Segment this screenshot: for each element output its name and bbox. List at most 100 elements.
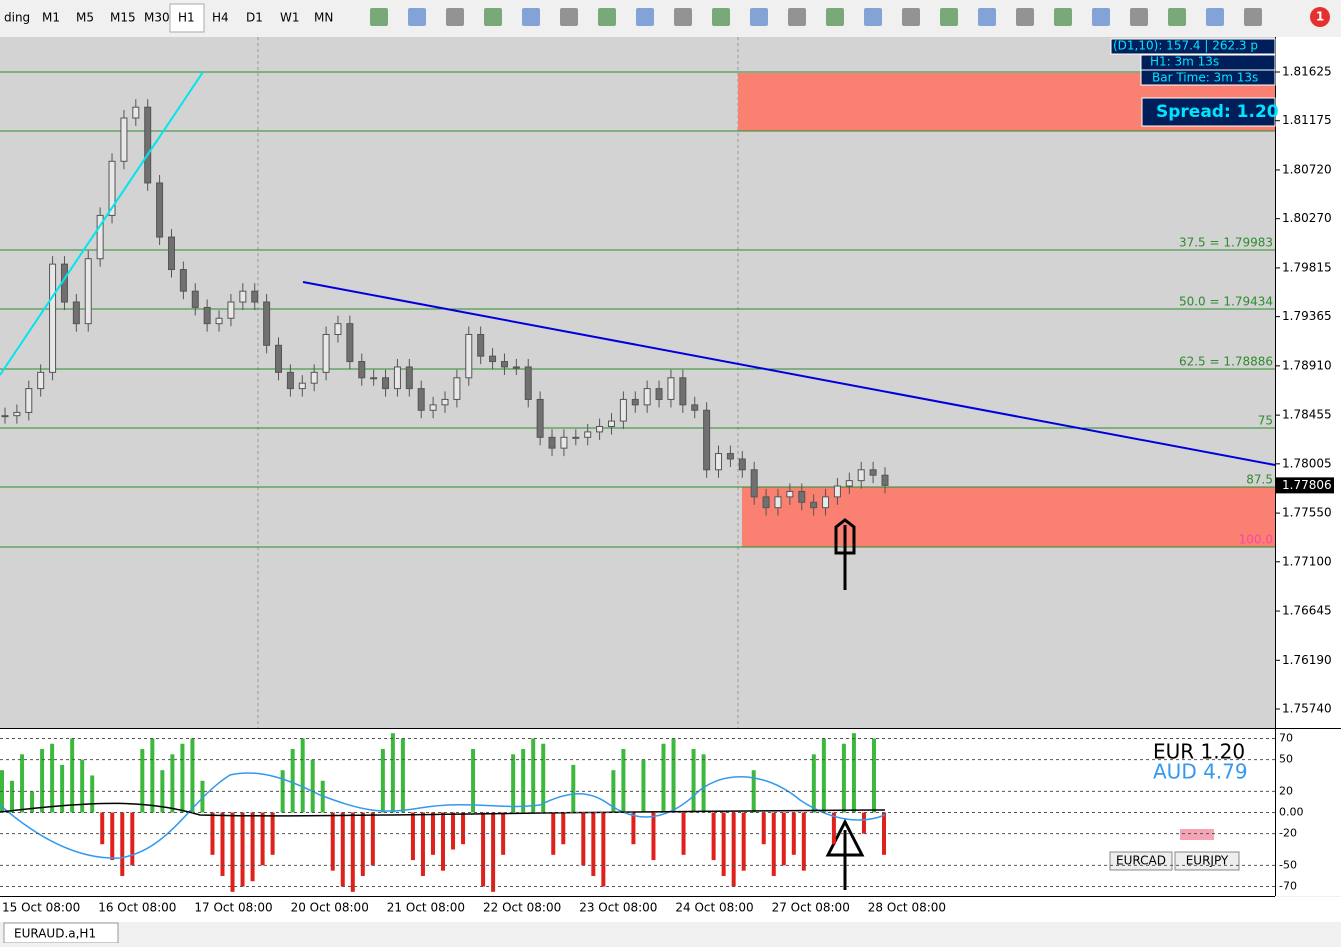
candle [96,214,104,260]
histogram-bar [10,780,15,813]
tool-icon[interactable] [712,8,730,26]
timeframe[interactable]: ding [4,11,30,25]
current-price-bg [1276,477,1334,494]
histogram-bar [461,812,466,845]
timeframe[interactable]: H1 [178,11,195,25]
tool-icon[interactable] [598,8,616,26]
tool-icon[interactable] [522,8,540,26]
tool-icon[interactable] [864,8,882,26]
histogram-bar [451,812,456,850]
histogram-bar [441,812,445,871]
tool-icon[interactable] [1092,8,1110,26]
histogram-bar [220,812,225,876]
tool-icon[interactable] [560,8,578,26]
tool-icon[interactable] [1244,8,1262,26]
symbol-button-label[interactable]: EURCAD [1116,854,1166,868]
tool-icon[interactable] [940,8,958,26]
tool-icon[interactable] [978,8,996,26]
tool-icon[interactable] [484,8,502,26]
histogram-bar [541,743,546,813]
histogram-bar [641,759,646,813]
candle [750,469,758,498]
histogram-bar [801,812,806,871]
y-tick-label: 1.81175 [1282,113,1332,127]
eur-strength: EUR 1.20 [1153,740,1245,764]
histogram-bar [631,812,636,845]
histogram-bar [400,738,405,813]
tool-icon[interactable] [408,8,426,26]
candle [560,436,568,449]
info-text: (D1,10): 157.4 | 262.3 p [1113,39,1258,53]
x-tick-label: 20 Oct 08:00 [291,901,369,915]
y-tick-label: 1.77100 [1282,554,1332,568]
candle [703,409,711,471]
tool-icon[interactable] [1206,8,1224,26]
tool-icon[interactable] [1168,8,1186,26]
histogram-bar [671,738,676,813]
histogram-bar [90,775,95,813]
histogram-bar [871,738,876,813]
tool-icon[interactable] [446,8,464,26]
tool-icon[interactable] [674,8,692,26]
timeframe[interactable]: M15 [110,11,136,25]
tool-icon[interactable] [636,8,654,26]
tool-icon[interactable] [1054,8,1072,26]
y-tick-label: 1.76645 [1282,604,1332,618]
tab-label[interactable]: EURAUD.a,H1 [14,927,96,941]
timeframe[interactable]: D1 [246,11,263,25]
histogram-bar [511,754,516,813]
candle [275,344,283,373]
price-axis [1275,37,1341,728]
y-tick-label: -20 [1279,827,1297,840]
timeframe[interactable]: M5 [76,11,94,25]
candle [726,453,734,460]
fib-lines [0,71,1275,548]
x-tick-label: 15 Oct 08:00 [2,901,80,915]
histogram-bar [310,759,315,813]
candle [358,361,366,379]
info-text: Bar Time: 3m 13s [1152,71,1258,85]
timeframe[interactable]: W1 [280,11,300,25]
histogram-bar [50,743,55,813]
histogram-bar [841,743,846,813]
tool-icon[interactable] [750,8,768,26]
histogram-bar [420,812,425,876]
symbol-button[interactable] [1109,851,1173,871]
histogram-bar [300,738,305,813]
candle [643,388,651,406]
timeframe[interactable]: M1 [42,11,60,25]
timeframe[interactable]: H4 [212,11,229,25]
candle [596,425,604,433]
x-tick-label: 24 Oct 08:00 [675,901,753,915]
symbol-button-label[interactable]: EURJPY [1186,854,1229,868]
histogram-bar [771,812,776,876]
candle [453,377,461,400]
badge-count[interactable]: 1 [1316,10,1324,24]
candle [156,182,164,238]
tf-selected[interactable] [169,3,205,33]
candle [203,306,211,325]
candle [370,377,378,380]
timeframe[interactable]: MN [314,11,333,25]
tool-icon[interactable] [1016,8,1034,26]
tool-icon[interactable] [826,8,844,26]
candle [833,485,841,498]
histogram-bar [180,743,185,813]
candle [322,333,330,373]
tool-icon[interactable] [788,8,806,26]
tool-icon[interactable] [370,8,388,26]
y-tick-label: 1.77550 [1282,506,1332,520]
tool-icon[interactable] [902,8,920,26]
y-tick-label: 1.81625 [1282,65,1332,79]
info-text: H1: 3m 13s [1150,55,1219,69]
candle [215,317,223,325]
x-tick-label: 16 Oct 08:00 [98,901,176,915]
histogram-bar [521,749,526,813]
tool-icon[interactable] [1130,8,1148,26]
timeframe[interactable]: M30 [144,11,170,25]
histogram-bar [811,754,816,813]
badge[interactable] [1310,7,1330,27]
histogram-bar [831,812,836,845]
y-tick-label: 1.76190 [1282,653,1332,667]
candle [441,398,449,406]
